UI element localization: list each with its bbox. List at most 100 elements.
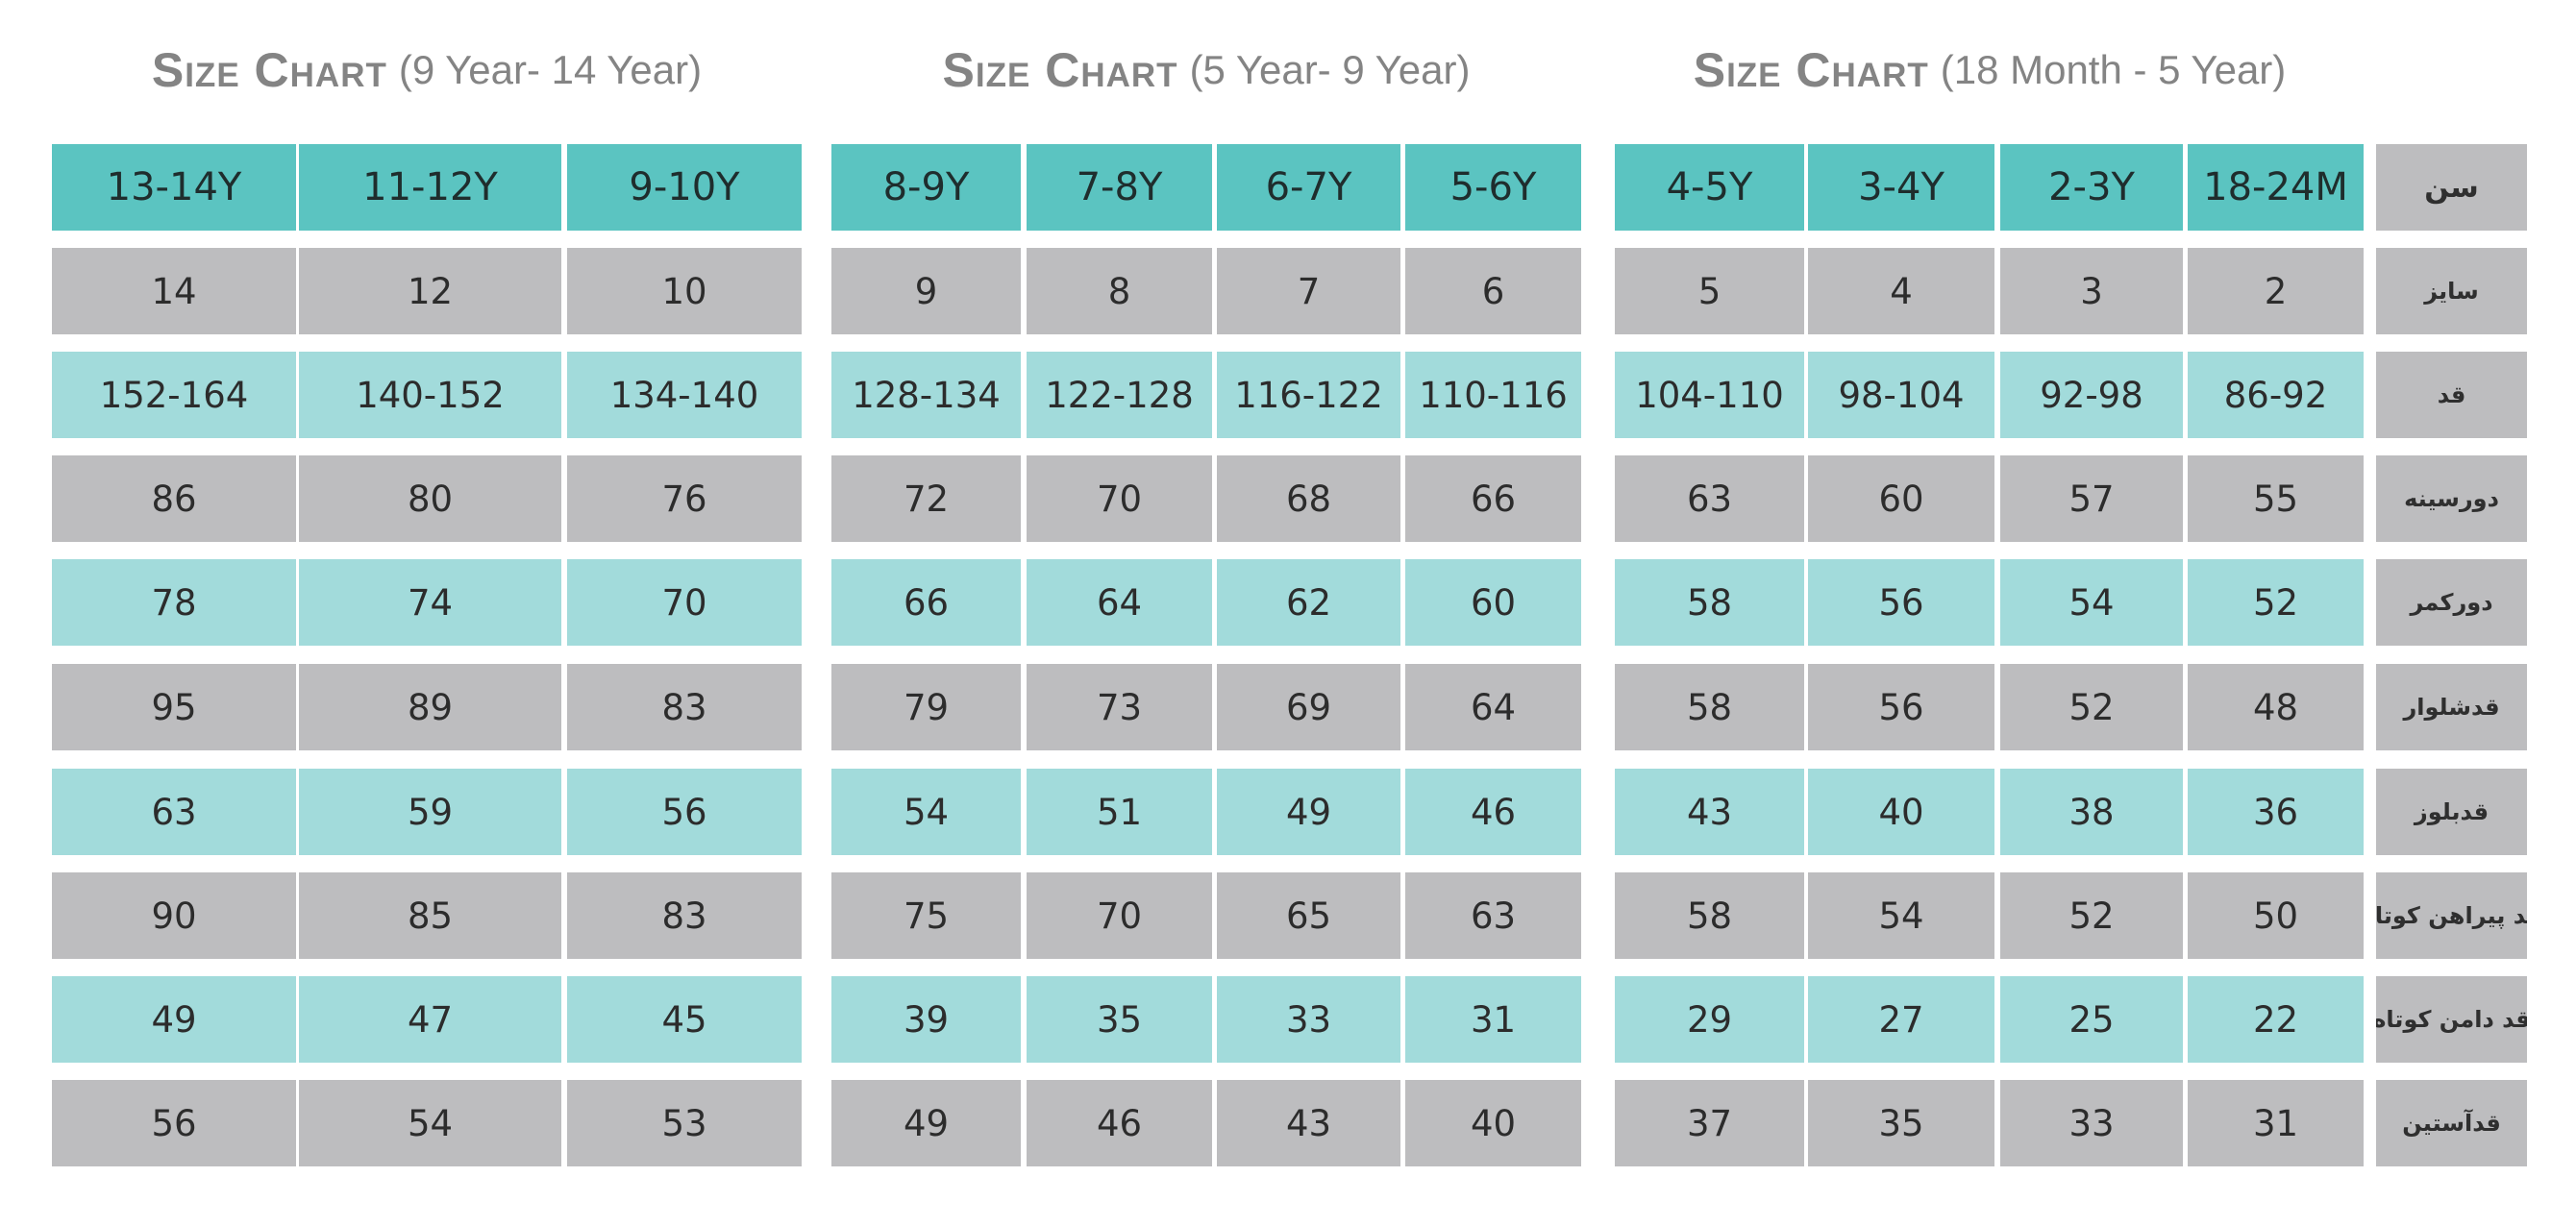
- table-cell: 51: [1027, 769, 1212, 855]
- table-cell: 47: [299, 976, 561, 1063]
- table-cell: 7: [1217, 248, 1400, 334]
- table-cell: 70: [1027, 872, 1212, 959]
- table-cell: 52: [2000, 664, 2183, 750]
- table-cell: 73: [1027, 664, 1212, 750]
- table-cell: 46: [1405, 769, 1581, 855]
- table-cell: 37: [1615, 1080, 1804, 1166]
- section-title-range: (5 Year- 9 Year): [1189, 47, 1471, 92]
- table-cell: 60: [1808, 455, 1994, 542]
- table-cell: 122-128: [1027, 352, 1212, 438]
- column-header-cell: 9-10Y: [567, 144, 802, 231]
- table-cell: 58: [1615, 872, 1804, 959]
- table-cell: 69: [1217, 664, 1400, 750]
- row-label: سایز: [2376, 248, 2527, 334]
- section-title: Size Chart (9 Year- 14 Year): [52, 37, 802, 104]
- table-cell: 70: [1027, 455, 1212, 542]
- row-label: قدبلوز: [2376, 769, 2527, 855]
- table-cell: 49: [1217, 769, 1400, 855]
- table-cell: 54: [2000, 559, 2183, 646]
- table-cell: 68: [1217, 455, 1400, 542]
- table-cell: 6: [1405, 248, 1581, 334]
- column-header-cell: 6-7Y: [1217, 144, 1400, 231]
- column-header-cell: 3-4Y: [1808, 144, 1994, 231]
- table-cell: 58: [1615, 664, 1804, 750]
- table-cell: 79: [831, 664, 1021, 750]
- table-cell: 104-110: [1615, 352, 1804, 438]
- column-header-cell: 4-5Y: [1615, 144, 1804, 231]
- table-cell: 83: [567, 872, 802, 959]
- table-cell: 63: [1405, 872, 1581, 959]
- table-cell: 95: [52, 664, 296, 750]
- table-cell: 59: [299, 769, 561, 855]
- table-cell: 83: [567, 664, 802, 750]
- table-cell: 89: [299, 664, 561, 750]
- table-cell: 92-98: [2000, 352, 2183, 438]
- section-title-range: (18 Month - 5 Year): [1940, 47, 2287, 92]
- table-cell: 50: [2188, 872, 2364, 959]
- table-cell: 39: [831, 976, 1021, 1063]
- table-cell: 2: [2188, 248, 2364, 334]
- table-cell: 35: [1027, 976, 1212, 1063]
- table-cell: 31: [1405, 976, 1581, 1063]
- table-cell: 36: [2188, 769, 2364, 855]
- table-cell: 60: [1405, 559, 1581, 646]
- table-cell: 38: [2000, 769, 2183, 855]
- table-cell: 80: [299, 455, 561, 542]
- table-cell: 54: [1808, 872, 1994, 959]
- table-cell: 22: [2188, 976, 2364, 1063]
- table-cell: 4: [1808, 248, 1994, 334]
- table-cell: 56: [567, 769, 802, 855]
- section-title: Size Chart (18 Month - 5 Year): [1615, 37, 2365, 104]
- table-cell: 52: [2000, 872, 2183, 959]
- table-cell: 52: [2188, 559, 2364, 646]
- table-cell: 72: [831, 455, 1021, 542]
- table-cell: 25: [2000, 976, 2183, 1063]
- table-cell: 53: [567, 1080, 802, 1166]
- table-cell: 33: [2000, 1080, 2183, 1166]
- table-cell: 110-116: [1405, 352, 1581, 438]
- table-cell: 49: [831, 1080, 1021, 1166]
- row-label: قد دامن کوتاه: [2376, 976, 2527, 1063]
- table-cell: 10: [567, 248, 802, 334]
- table-cell: 40: [1808, 769, 1994, 855]
- table-cell: 90: [52, 872, 296, 959]
- column-header-cell: 2-3Y: [2000, 144, 2183, 231]
- table-cell: 86: [52, 455, 296, 542]
- table-cell: 98-104: [1808, 352, 1994, 438]
- table-cell: 43: [1615, 769, 1804, 855]
- table-cell: 57: [2000, 455, 2183, 542]
- table-cell: 33: [1217, 976, 1400, 1063]
- table-cell: 45: [567, 976, 802, 1063]
- table-cell: 128-134: [831, 352, 1021, 438]
- table-cell: 63: [1615, 455, 1804, 542]
- table-cell: 75: [831, 872, 1021, 959]
- table-cell: 3: [2000, 248, 2183, 334]
- table-cell: 27: [1808, 976, 1994, 1063]
- section-title-main: Size Chart: [151, 43, 387, 97]
- table-cell: 56: [1808, 664, 1994, 750]
- table-cell: 70: [567, 559, 802, 646]
- row-label: قد پیراهن کوتاه: [2376, 872, 2527, 959]
- column-header-cell: 7-8Y: [1027, 144, 1212, 231]
- section-title-main: Size Chart: [1693, 43, 1929, 97]
- table-cell: 54: [831, 769, 1021, 855]
- table-cell: 66: [1405, 455, 1581, 542]
- row-label: دورکمر: [2376, 559, 2527, 646]
- section-title-main: Size Chart: [942, 43, 1178, 97]
- section-title: Size Chart (5 Year- 9 Year): [831, 37, 1581, 104]
- table-cell: 31: [2188, 1080, 2364, 1166]
- table-cell: 40: [1405, 1080, 1581, 1166]
- table-cell: 140-152: [299, 352, 561, 438]
- row-label: قدشلوار: [2376, 664, 2527, 750]
- column-header-cell: 13-14Y: [52, 144, 296, 231]
- section-title-range: (9 Year- 14 Year): [398, 47, 703, 92]
- table-cell: 5: [1615, 248, 1804, 334]
- table-cell: 48: [2188, 664, 2364, 750]
- table-cell: 116-122: [1217, 352, 1400, 438]
- table-cell: 14: [52, 248, 296, 334]
- table-cell: 9: [831, 248, 1021, 334]
- table-cell: 46: [1027, 1080, 1212, 1166]
- table-cell: 76: [567, 455, 802, 542]
- column-header-cell: 18-24M: [2188, 144, 2364, 231]
